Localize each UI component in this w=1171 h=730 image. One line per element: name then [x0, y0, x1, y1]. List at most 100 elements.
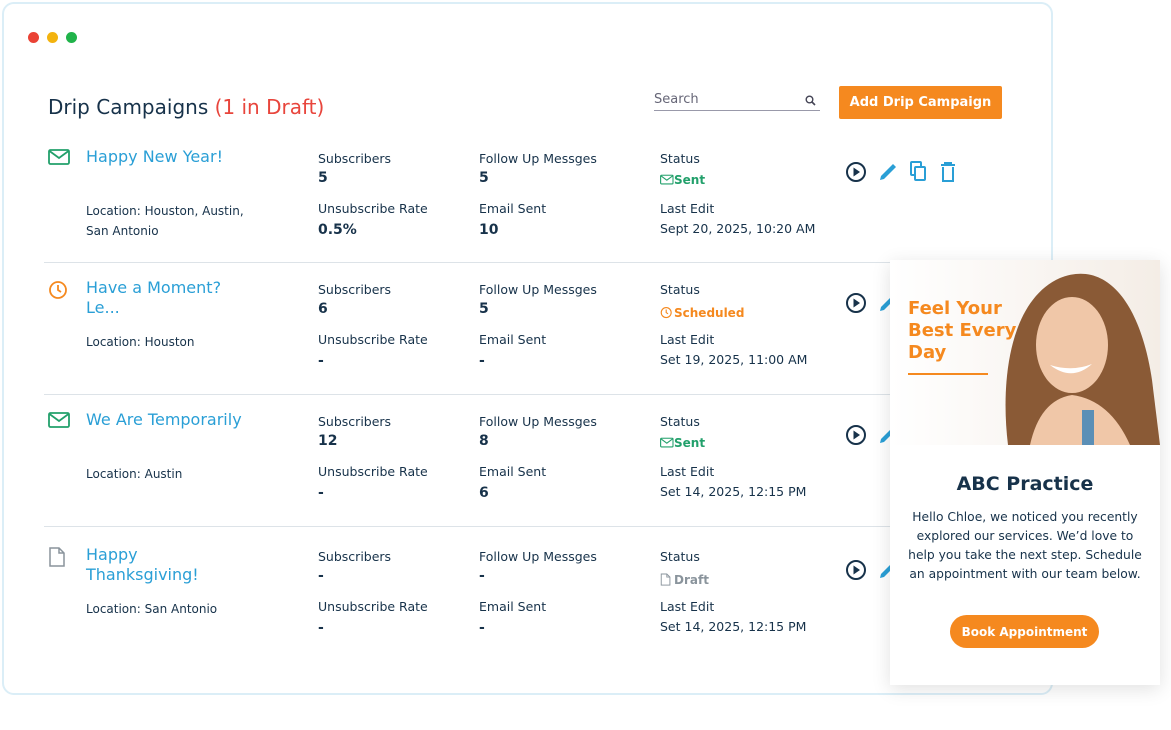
icon-part: [660, 437, 674, 448]
campaign-name[interactable]: Happy New Year!: [86, 147, 223, 166]
campaign-name[interactable]: Have a Moment? Le...: [86, 278, 222, 317]
campaign-row[interactable]: Happy Thanksgiving! Location: San Antoni…: [44, 543, 1054, 675]
unsubscribe-label: Unsubscribe Rate: [318, 464, 428, 479]
follow-up-label: Follow Up Messges: [479, 282, 597, 297]
icon-part: [49, 281, 67, 299]
icon-part: [660, 437, 674, 448]
campaign-location: Location: Houston: [86, 335, 195, 349]
subscribers-value: 12: [318, 433, 338, 449]
status-badge: Sent: [660, 171, 705, 190]
campaign-location: Location: San Antonio: [86, 602, 218, 616]
icon-part: [846, 425, 866, 445]
last-edit-value: Set 14, 2025, 12:15 PM: [660, 484, 807, 499]
unsubscribe-value: -: [318, 353, 324, 369]
window-dot: [47, 32, 58, 43]
search-box[interactable]: Search: [654, 92, 820, 111]
icon-part: [48, 150, 70, 160]
follow-up-value: 5: [479, 170, 489, 186]
icon-part: [880, 164, 896, 180]
draft-note: (1 in Draft): [214, 95, 325, 119]
campaign-name[interactable]: Happy Thanksgiving!: [86, 545, 199, 584]
row-actions[interactable]: [844, 159, 974, 189]
icon-part: [48, 412, 70, 428]
last-edit-label: Last Edit: [660, 201, 715, 216]
status-label: Status: [660, 282, 700, 297]
promo-message: Hello Chloe, we noticed you recently exp…: [908, 510, 1142, 581]
unsubscribe-label: Unsubscribe Rate: [318, 332, 428, 347]
email-sent-label: Email Sent: [479, 201, 547, 216]
unsubscribe-label: Unsubscribe Rate: [318, 201, 428, 216]
icon-part: [660, 307, 672, 319]
title-text: Drip Campaigns: [48, 95, 209, 119]
icon-part: [846, 293, 866, 313]
promo-photo: [890, 260, 1160, 445]
icon-part: [49, 547, 65, 567]
last-edit-value: Sept 20, 2025, 10:20 AM: [660, 221, 816, 236]
window-dot: [28, 32, 39, 43]
subscribers-label: Subscribers: [318, 282, 392, 297]
icon-part: [941, 162, 955, 182]
campaign-row[interactable]: Have a Moment? Le... Location: Houston S…: [44, 276, 1054, 408]
add-campaign-button[interactable]: Add Drip Campaign: [839, 86, 1002, 119]
icon-part: [660, 174, 674, 185]
email-sent-label: Email Sent: [479, 599, 547, 614]
row-separator: [44, 526, 1054, 527]
icon-part: [846, 161, 955, 182]
book-appointment-button[interactable]: Book Appointment: [950, 615, 1099, 648]
promo-headline: Feel Your Best Every Day: [908, 298, 1017, 363]
icon-part: [48, 412, 70, 428]
campaign-icon: [48, 547, 66, 571]
icon-part: [48, 149, 70, 165]
campaign-row[interactable]: Happy New Year! Location: Houston, Austi…: [44, 145, 1054, 277]
status-badge: Scheduled: [660, 302, 744, 325]
status-label: Status: [660, 414, 700, 429]
page-title: Drip Campaigns (1 in Draft): [48, 95, 324, 119]
icon-part: [660, 573, 671, 586]
last-edit-value: Set 14, 2025, 12:15 PM: [660, 619, 807, 634]
email-sent-label: Email Sent: [479, 332, 547, 347]
email-sent-value: -: [479, 353, 485, 369]
last-edit-label: Last Edit: [660, 464, 715, 479]
icon-part: [660, 438, 674, 444]
follow-up-value: -: [479, 568, 485, 584]
campaign-icon: [48, 149, 70, 169]
status-text: Draft: [674, 573, 709, 587]
icon-part: [665, 309, 669, 315]
icon-part: [914, 166, 926, 181]
follow-up-value: 8: [479, 433, 489, 449]
icon-part: [49, 547, 65, 567]
icon-part: [660, 175, 674, 181]
status-text: Sent: [674, 436, 706, 450]
search-icon: [805, 95, 816, 106]
icon-part: [660, 307, 672, 319]
icon-part: [853, 565, 860, 575]
status-text: Sent: [674, 173, 706, 187]
unsubscribe-label: Unsubscribe Rate: [318, 599, 428, 614]
subscribers-value: -: [318, 568, 324, 584]
icon-part: [660, 573, 671, 586]
row-separator: [44, 262, 1054, 263]
icon-part: [49, 281, 67, 299]
status-badge: Sent: [660, 434, 705, 453]
headline-underline: [908, 373, 988, 375]
promo-card: Feel Your Best Every Day ABC Practice He…: [890, 260, 1160, 685]
icon-part: [660, 174, 674, 185]
last-edit-label: Last Edit: [660, 599, 715, 614]
campaign-row[interactable]: We Are Temporarily Location: Austin Subs…: [44, 408, 1054, 540]
window-dot: [66, 32, 77, 43]
subscribers-value: 6: [318, 301, 328, 317]
search-placeholder: Search: [654, 92, 699, 107]
row-separator: [44, 394, 1054, 395]
icon-part: [853, 430, 860, 440]
campaign-icon: [48, 412, 70, 432]
icon-part: [48, 149, 70, 165]
icon-part: [846, 162, 866, 182]
status-badge: Draft: [660, 569, 709, 592]
campaign-name[interactable]: We Are Temporarily: [86, 410, 242, 429]
email-sent-label: Email Sent: [479, 464, 547, 479]
status-label: Status: [660, 151, 700, 166]
unsubscribe-value: -: [318, 620, 324, 636]
follow-up-label: Follow Up Messges: [479, 151, 597, 166]
subscribers-value: 5: [318, 170, 328, 186]
